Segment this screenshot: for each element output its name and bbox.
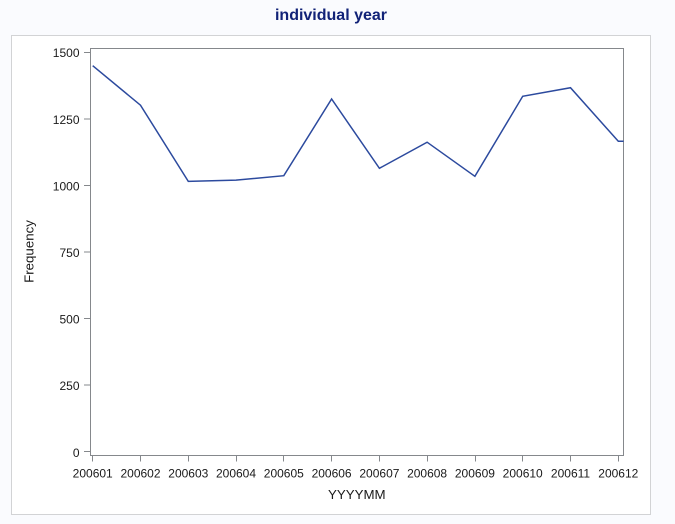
svg-text:200602: 200602 (120, 466, 160, 480)
svg-text:200611: 200611 (551, 466, 590, 480)
svg-text:200601: 200601 (73, 466, 113, 480)
svg-text:200612: 200612 (598, 466, 638, 480)
svg-text:200609: 200609 (455, 466, 495, 480)
svg-text:200606: 200606 (312, 466, 352, 480)
svg-text:1250: 1250 (53, 113, 80, 127)
svg-text:YYYYMM: YYYYMM (328, 487, 386, 502)
svg-text:500: 500 (59, 313, 79, 327)
svg-text:250: 250 (59, 379, 79, 393)
svg-text:200607: 200607 (359, 466, 399, 480)
svg-text:200605: 200605 (264, 466, 304, 480)
svg-text:200610: 200610 (503, 466, 543, 480)
svg-text:200608: 200608 (407, 466, 447, 480)
svg-text:1500: 1500 (53, 46, 80, 60)
svg-text:1000: 1000 (53, 179, 80, 193)
svg-text:0: 0 (73, 446, 80, 460)
svg-text:750: 750 (59, 246, 79, 260)
svg-text:200604: 200604 (216, 466, 256, 480)
svg-text:Frequency: Frequency (22, 220, 37, 283)
svg-text:200603: 200603 (168, 466, 208, 480)
